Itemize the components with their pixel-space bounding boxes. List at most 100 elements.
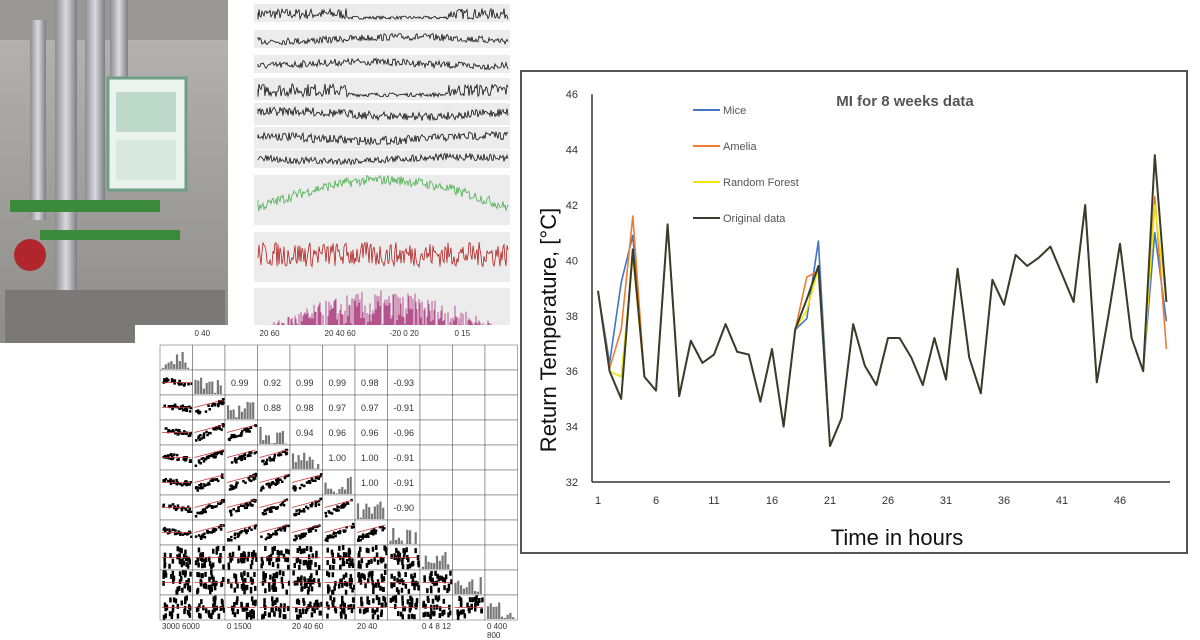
correlation-value: 0.96 (361, 428, 379, 438)
pair-cell (484, 369, 518, 396)
pair-fit-line (194, 474, 224, 483)
pair-histogram (356, 501, 385, 519)
pair-fit-line (194, 399, 224, 408)
correlation-value: 0.97 (328, 403, 347, 413)
pair-scatter (292, 473, 323, 492)
legend-label: Mice (723, 105, 746, 117)
correlation-value: 1.00 (361, 478, 379, 488)
pair-cell (192, 494, 226, 521)
pair-cell (387, 444, 421, 471)
pair-fit-line (259, 449, 289, 458)
pair-cell (322, 394, 356, 421)
pair-scatter (260, 546, 291, 570)
correlation-value: -0.93 (393, 378, 415, 388)
pair-scatter (162, 503, 193, 514)
y-tick-label: 46 (566, 89, 578, 101)
correlation-value: 1.00 (361, 453, 379, 463)
pair-scatter (228, 472, 258, 491)
pair-fit-line (194, 499, 224, 508)
pair-cell (257, 344, 291, 371)
pair-histogram (291, 452, 320, 469)
pair-cell (484, 419, 518, 446)
pair-histogram (454, 577, 482, 594)
pair-scatter (293, 546, 321, 570)
pair-bottom-tick: 20 40 (357, 622, 378, 631)
pair-cell (257, 519, 291, 546)
ts-series (257, 130, 509, 146)
pair-cell (419, 494, 453, 521)
pair-scatter (194, 449, 225, 468)
pair-scatter (227, 545, 258, 570)
y-tick-label: 38 (566, 311, 578, 323)
ts-series (257, 7, 509, 21)
pair-cell (322, 419, 356, 446)
pair-cell (224, 344, 258, 371)
pair-top-tick: 20 60 (259, 329, 280, 338)
pair-cell (484, 444, 518, 471)
pair-fit-line (291, 524, 321, 533)
pair-scatter (358, 595, 387, 620)
x-tick-label: 6 (653, 495, 659, 507)
pair-cell (289, 394, 323, 421)
pair-scatter (227, 424, 258, 442)
pair-cell (452, 344, 486, 371)
pair-fit-line (194, 524, 224, 533)
pair-plot: 0.99 0.92 0.99 0.99 0.98 -0.93 0.88 0.98 0.97 0.9… (135, 325, 520, 640)
pair-top-tick: 20 40 60 (324, 329, 356, 338)
x-tick-label: 46 (1114, 495, 1126, 507)
pair-fit-line (226, 474, 256, 483)
ts-series (257, 241, 509, 269)
pair-scatter (261, 570, 291, 595)
pair-bottom-tick: 3000 6000 (162, 622, 200, 631)
pair-cell (354, 369, 388, 396)
chart-frame (520, 70, 1188, 554)
correlation-value: -0.91 (393, 403, 415, 413)
pair-cell (387, 369, 421, 396)
pair-cell (289, 369, 323, 396)
pair-top-tick: 0 40 (194, 329, 211, 338)
y-tick-label: 40 (566, 255, 578, 267)
pair-cell (484, 544, 518, 571)
pair-cell (419, 469, 453, 496)
pair-scatter (194, 545, 225, 570)
pair-cell (224, 369, 258, 396)
pair-scatter (326, 545, 355, 570)
pair-fit-line (226, 424, 256, 433)
pair-scatter (194, 524, 226, 541)
pair-scatter (259, 474, 291, 492)
ts-series (257, 106, 509, 122)
pair-scatter (163, 546, 191, 569)
pair-scatter (227, 570, 257, 595)
correlation-value: -0.91 (393, 453, 415, 463)
pair-histogram (486, 602, 515, 619)
ts-panel-bg (254, 103, 510, 125)
pair-histogram (324, 476, 352, 494)
pair-fit-line (194, 424, 224, 433)
pair-scatter (326, 570, 356, 595)
x-tick-label: 31 (940, 495, 952, 507)
x-tick-label: 11 (708, 495, 719, 507)
correlation-value: 0.88 (263, 403, 282, 413)
pair-scatter (357, 525, 386, 543)
pair-cell (419, 419, 453, 446)
y-axis-label: Return Temperature, [°C] (536, 208, 561, 452)
y-tick-label: 32 (566, 477, 578, 489)
pair-scatter (227, 524, 258, 542)
pair-fit-line (356, 524, 386, 533)
pair-fit-line (194, 449, 224, 458)
pair-cell (419, 444, 453, 471)
pair-scatter (423, 570, 453, 594)
correlation-value: 0.99 (231, 378, 249, 388)
pair-cell (419, 394, 453, 421)
pair-bottom-tick: 20 40 60 (292, 622, 324, 631)
pair-histogram (259, 426, 287, 444)
pair-scatter (162, 595, 192, 620)
pair-cell (192, 394, 226, 421)
pair-histogram (161, 351, 190, 369)
pair-cell (289, 344, 323, 371)
pair-cell (387, 469, 421, 496)
pair-scatter (295, 598, 323, 620)
correlation-value: 0.99 (296, 378, 314, 388)
pair-cell (452, 544, 486, 571)
pair-scatter (230, 450, 258, 464)
